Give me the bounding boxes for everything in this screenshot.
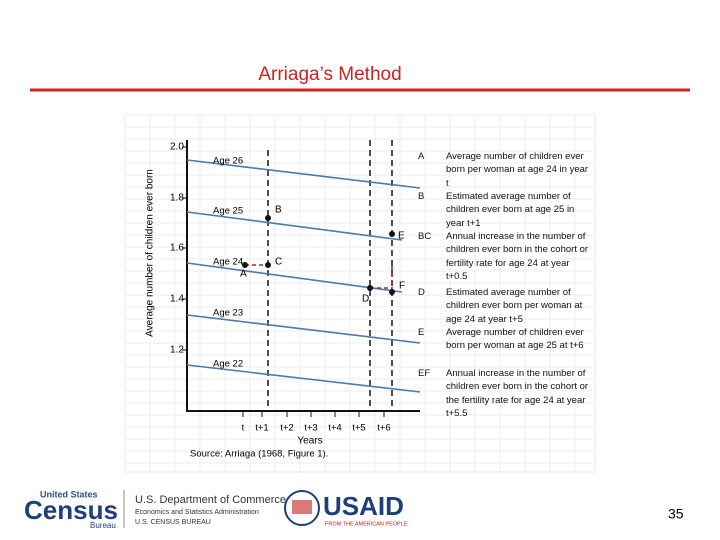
legend-text: Annual increase in the number of childre… (446, 231, 589, 282)
point-label: C (275, 257, 282, 268)
increase-lines (245, 264, 393, 290)
esa: Economics and Statistics Administration (135, 509, 259, 516)
slide-title: Arriaga’s Method (258, 64, 401, 85)
point-label: E (398, 231, 405, 242)
age-label: Age 23 (213, 308, 243, 319)
x-axis-label: Years (297, 436, 322, 447)
age-label: Age 25 (213, 206, 243, 217)
legend-text: Estimated average number of children eve… (446, 191, 575, 229)
cohort-lines (186, 159, 421, 393)
age-label: Age 22 (213, 359, 243, 370)
figure-source: Source: Arriaga (1968, Figure 1). (190, 449, 328, 460)
census-top: United States (40, 489, 98, 499)
age-label: Age 26 (213, 156, 243, 167)
legend-key: BC (418, 231, 432, 242)
y-tick-label: 2.0 (170, 142, 184, 153)
legend-text: Average number of children ever born per… (446, 151, 589, 189)
commerce: U.S. Department of Commerce (135, 494, 286, 506)
y-tick-label: 1.4 (170, 294, 184, 305)
legend-key: B (418, 191, 425, 202)
x-tick-label: t+5 (352, 423, 365, 434)
bureau: U.S. CENSUS BUREAU (135, 519, 211, 526)
x-tick-label: t+2 (280, 423, 293, 434)
y-tick-label: 1.8 (170, 193, 184, 204)
figure-grid (124, 114, 595, 472)
point-label: B (275, 205, 282, 216)
y-axis-label: Average number of children ever born (145, 169, 156, 337)
legend-key: D (418, 287, 425, 298)
page-number: 35 (668, 506, 684, 522)
usaid: USAID (323, 491, 404, 521)
usaid-sub: FROM THE AMERICAN PEOPLE (325, 521, 408, 527)
x-tick-label: t+3 (304, 423, 317, 434)
usaid-seal-flag (292, 500, 312, 514)
x-tick-label: t+1 (255, 423, 268, 434)
legend-key: EF (418, 368, 431, 379)
x-tick-label: t+4 (328, 423, 341, 434)
legend-text: Annual increase in the number of childre… (446, 368, 589, 419)
census-main: Census (24, 495, 118, 525)
x-tick-label: t+6 (377, 423, 390, 434)
point-label: D (362, 294, 369, 305)
points (242, 215, 395, 295)
x-tick-label: t (242, 423, 245, 434)
age-label: Age 24 (213, 257, 243, 268)
point-label: F (399, 281, 405, 292)
census-sub: Bureau (90, 521, 116, 530)
y-tick-label: 1.2 (170, 345, 184, 356)
y-tick-label: 1.6 (170, 243, 184, 254)
legend-text: Average number of children ever born per… (446, 327, 584, 352)
point-label: A (240, 269, 247, 280)
legend-text: Estimated average number of children eve… (446, 287, 583, 325)
legend-key: E (418, 327, 425, 338)
legend-key: A (418, 151, 425, 162)
